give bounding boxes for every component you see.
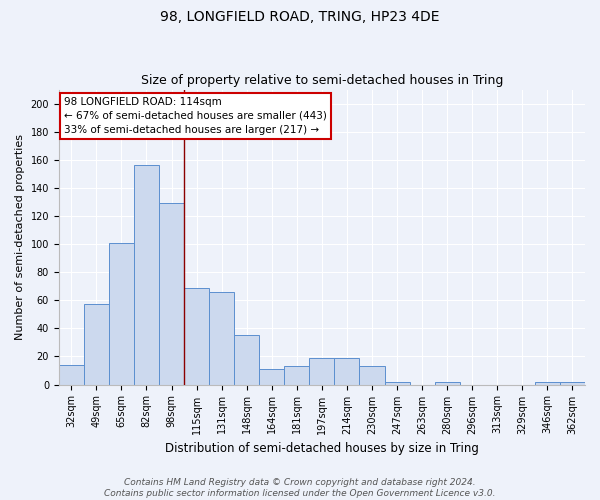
Bar	[334, 358, 359, 384]
Bar	[385, 382, 410, 384]
Bar	[109, 242, 134, 384]
Bar	[84, 304, 109, 384]
Bar	[359, 366, 385, 384]
Bar	[535, 382, 560, 384]
Bar	[259, 369, 284, 384]
Y-axis label: Number of semi-detached properties: Number of semi-detached properties	[15, 134, 25, 340]
Bar	[209, 292, 234, 384]
X-axis label: Distribution of semi-detached houses by size in Tring: Distribution of semi-detached houses by …	[165, 442, 479, 455]
Title: Size of property relative to semi-detached houses in Tring: Size of property relative to semi-detach…	[141, 74, 503, 87]
Bar	[134, 166, 159, 384]
Bar	[234, 336, 259, 384]
Bar	[434, 382, 460, 384]
Bar	[560, 382, 585, 384]
Bar	[59, 365, 84, 384]
Bar	[310, 358, 334, 384]
Text: 98, LONGFIELD ROAD, TRING, HP23 4DE: 98, LONGFIELD ROAD, TRING, HP23 4DE	[160, 10, 440, 24]
Bar	[184, 288, 209, 384]
Bar	[284, 366, 310, 384]
Text: 98 LONGFIELD ROAD: 114sqm
← 67% of semi-detached houses are smaller (443)
33% of: 98 LONGFIELD ROAD: 114sqm ← 67% of semi-…	[64, 97, 327, 135]
Bar	[159, 204, 184, 384]
Text: Contains HM Land Registry data © Crown copyright and database right 2024.
Contai: Contains HM Land Registry data © Crown c…	[104, 478, 496, 498]
